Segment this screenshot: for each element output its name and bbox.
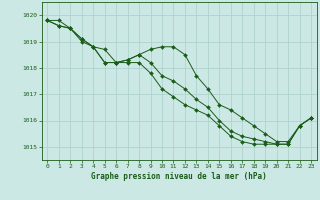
X-axis label: Graphe pression niveau de la mer (hPa): Graphe pression niveau de la mer (hPa) bbox=[91, 172, 267, 181]
